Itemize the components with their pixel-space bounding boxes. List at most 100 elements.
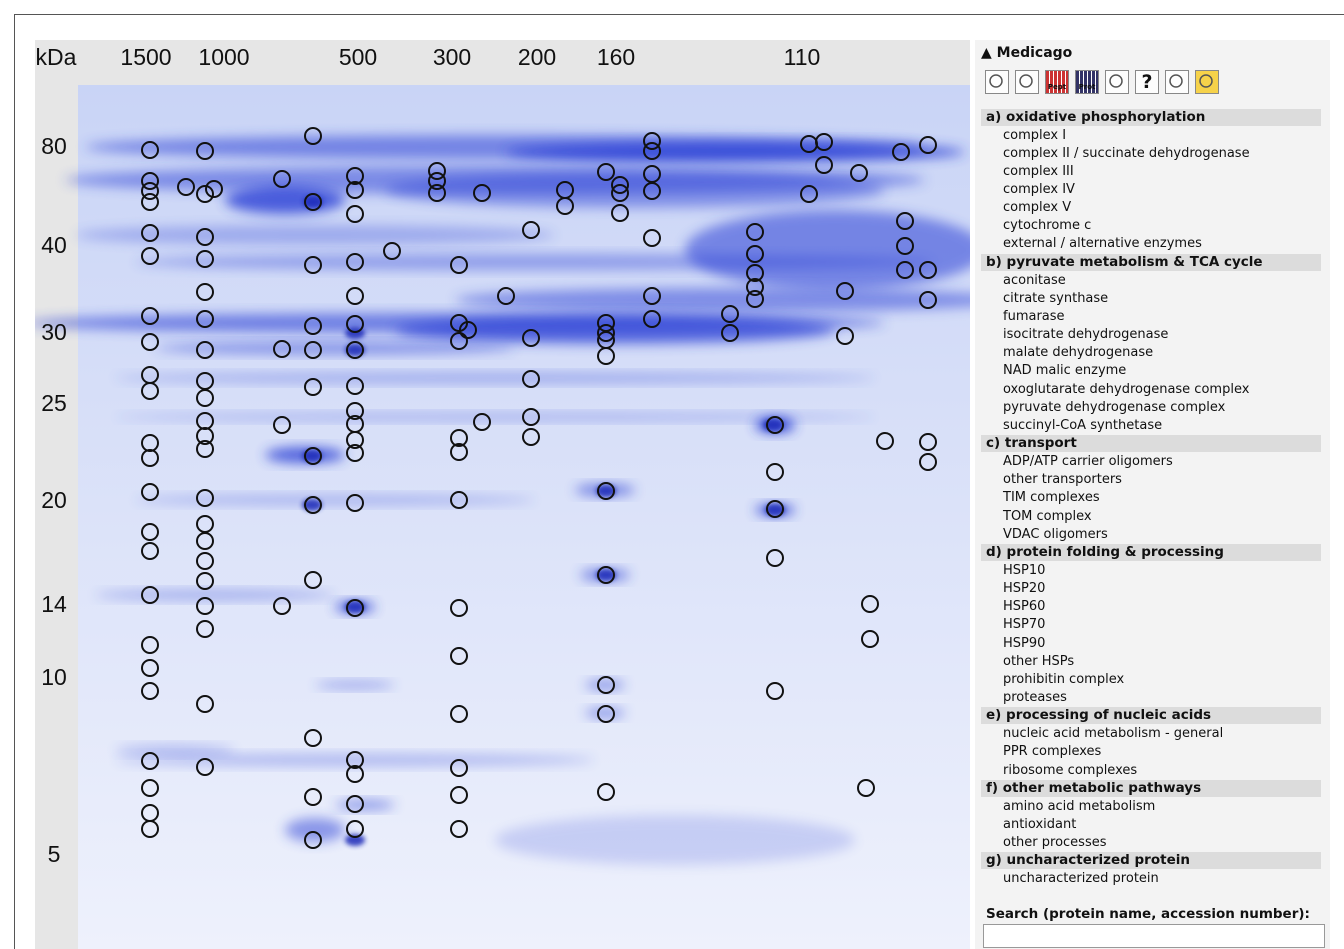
legend-item[interactable]: isocitrate dehydrogenase xyxy=(1003,327,1169,343)
gel-spot xyxy=(303,196,323,208)
spot-marker xyxy=(721,324,739,342)
spot-marker xyxy=(346,402,364,420)
gel-band xyxy=(585,680,625,690)
spot-marker xyxy=(273,170,291,188)
spot-marker xyxy=(141,586,159,604)
gel-spot xyxy=(345,344,365,356)
legend-item[interactable]: fumarase xyxy=(1003,309,1065,325)
spot-marker xyxy=(919,453,937,471)
protein-button[interactable]: Prot xyxy=(1075,70,1099,94)
spot-marker xyxy=(304,317,322,335)
legend-item[interactable]: TIM complexes xyxy=(1003,490,1100,506)
legend-item[interactable]: pyruvate dehydrogenase complex xyxy=(1003,399,1226,415)
legend-item[interactable]: HSP10 xyxy=(1003,563,1046,578)
legend-section-title[interactable]: b) pyruvate metabolism & TCA cycle xyxy=(981,253,1321,271)
legend-item[interactable]: TOM complex xyxy=(1003,508,1092,524)
legend-item[interactable]: other processes xyxy=(1003,835,1107,851)
gel-band xyxy=(155,342,515,354)
legend-section-title[interactable]: d) protein folding & processing xyxy=(981,543,1321,561)
legend-item[interactable]: HSP90 xyxy=(1003,635,1046,651)
legend-item[interactable]: citrate synthase xyxy=(1003,290,1109,306)
spot-marker xyxy=(643,287,661,305)
spot-marker xyxy=(196,532,214,550)
legend-section-title[interactable]: g) uncharacterized protein xyxy=(981,852,1321,870)
zoom-out-button[interactable] xyxy=(1015,70,1039,94)
legend-item[interactable]: uncharacterized protein xyxy=(1003,871,1159,887)
legend-item[interactable]: PPR complexes xyxy=(1003,744,1102,760)
spot-marker xyxy=(141,449,159,467)
legend-item[interactable]: VDAC oligomers xyxy=(1003,526,1108,542)
spot-marker xyxy=(141,682,159,700)
gel-viewer: kDa 1500 1000 500 300 200 160 110 80 40 30 25 20 14 10… xyxy=(35,40,970,949)
legend-item[interactable]: prohibitin complex xyxy=(1003,671,1125,687)
gel-band xyxy=(335,800,395,810)
spot-marker xyxy=(141,182,159,200)
legend-item[interactable]: complex I xyxy=(1003,127,1067,143)
legend-item[interactable]: HSP60 xyxy=(1003,599,1046,615)
legend-item[interactable]: NAD malic enzyme xyxy=(1003,363,1127,379)
legend-item[interactable]: antioxidant xyxy=(1003,816,1077,832)
spot-marker xyxy=(196,440,214,458)
legend-item[interactable]: oxoglutarate dehydrogenase complex xyxy=(1003,381,1250,397)
legend-section-title[interactable]: f) other metabolic pathways xyxy=(981,779,1321,797)
legend-item[interactable]: HSP20 xyxy=(1003,581,1046,597)
legend-section-title[interactable]: c) transport xyxy=(981,435,1321,453)
peptide-button[interactable]: Pept xyxy=(1045,70,1069,94)
spot-marker xyxy=(746,278,764,296)
spot-marker xyxy=(450,491,468,509)
legend-item[interactable]: amino acid metabolism xyxy=(1003,798,1156,814)
panel-title-text: Medicago xyxy=(996,45,1073,61)
spot-marker xyxy=(346,287,364,305)
legend-section-title[interactable]: a) oxidative phosphorylation xyxy=(981,108,1321,126)
legend-item[interactable]: ADP/ATP carrier oligomers xyxy=(1003,454,1173,470)
spot-marker xyxy=(857,779,875,797)
spot-marker xyxy=(597,783,615,801)
spot-marker xyxy=(141,542,159,560)
legend-item[interactable]: cytochrome c xyxy=(1003,218,1092,234)
panel-title[interactable]: ▲ Medicago xyxy=(981,45,1072,61)
spot-marker xyxy=(746,290,764,308)
spot-marker xyxy=(746,223,764,241)
settings-button[interactable] xyxy=(1105,70,1129,94)
gel-spot xyxy=(765,504,785,516)
legend-item[interactable]: HSP70 xyxy=(1003,617,1046,633)
legend-item[interactable]: complex II / succinate dehydrogenase xyxy=(1003,145,1250,161)
legend-item[interactable]: complex III xyxy=(1003,163,1074,179)
legend-section-title[interactable]: e) processing of nucleic acids xyxy=(981,707,1321,725)
legend-item[interactable]: other HSPs xyxy=(1003,653,1075,669)
zoom-in-button[interactable] xyxy=(985,70,1009,94)
legend-item[interactable]: malate dehydrogenase xyxy=(1003,345,1154,361)
spot-marker xyxy=(141,193,159,211)
spot-marker xyxy=(643,310,661,328)
legend-item[interactable]: succinyl-CoA synthetase xyxy=(1003,417,1163,433)
side-panel: ▲ Medicago Pept Prot? a) oxidative phosph… xyxy=(975,40,1330,949)
spot-marker xyxy=(346,765,364,783)
legend-item[interactable]: complex IV xyxy=(1003,182,1075,198)
legend-item[interactable]: other transporters xyxy=(1003,472,1122,488)
edit-button[interactable] xyxy=(1195,70,1219,94)
icon-shape xyxy=(1019,74,1033,88)
attach-button[interactable] xyxy=(1165,70,1189,94)
search-input[interactable] xyxy=(983,924,1325,948)
legend-item[interactable]: ribosome complexes xyxy=(1003,762,1138,778)
legend-item[interactable]: aconitase xyxy=(1003,272,1066,288)
spot-marker xyxy=(304,447,322,465)
legend-item[interactable]: external / alternative enzymes xyxy=(1003,236,1202,252)
spot-marker xyxy=(450,759,468,777)
y-unit-label: kDa xyxy=(36,44,77,70)
spot-marker xyxy=(450,429,468,447)
collapse-icon[interactable]: ▲ xyxy=(981,45,992,61)
spot-marker xyxy=(304,571,322,589)
legend-item[interactable]: proteases xyxy=(1003,689,1067,705)
gel-band xyxy=(685,210,970,290)
spot-marker xyxy=(766,682,784,700)
spot-marker xyxy=(346,599,364,617)
spot-marker xyxy=(196,620,214,638)
x-axis-label: 1500 xyxy=(120,44,171,70)
gel-band xyxy=(115,745,235,755)
spot-marker xyxy=(196,597,214,615)
gel-band xyxy=(115,413,875,421)
help-button[interactable]: ? xyxy=(1135,70,1159,94)
legend-item[interactable]: nucleic acid metabolism - general xyxy=(1003,726,1224,742)
legend-item[interactable]: complex V xyxy=(1003,200,1072,216)
